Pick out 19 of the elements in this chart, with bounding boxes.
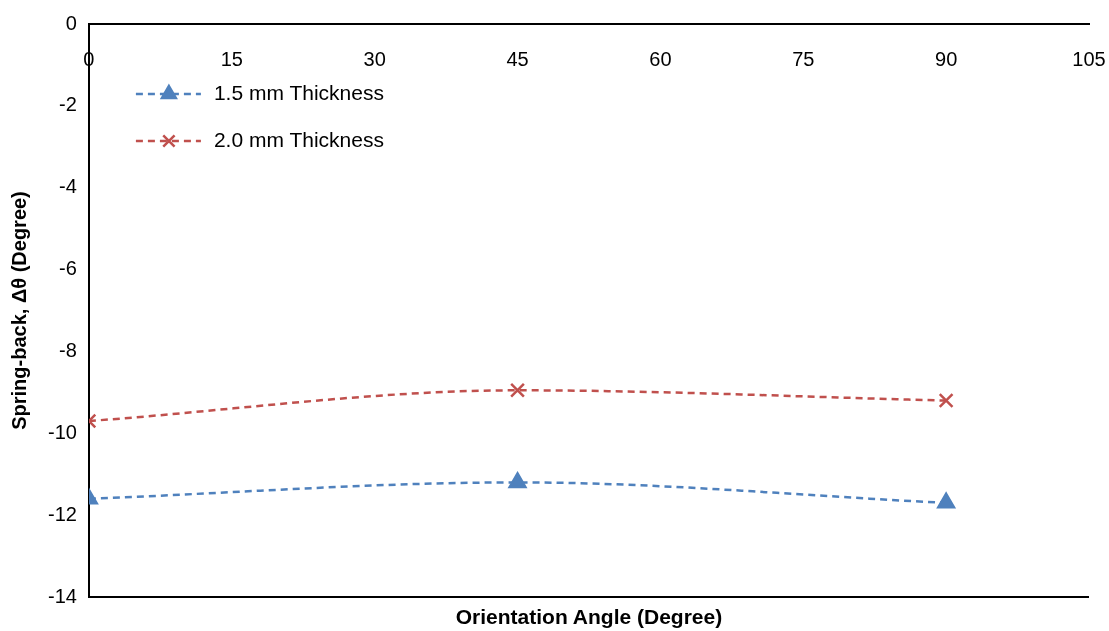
y-tick-label: -14 <box>48 584 77 607</box>
y-tick-label: -10 <box>48 420 77 443</box>
legend-label: 1.5 mm Thickness <box>213 80 384 104</box>
y-axis-title: Spring-back, Δθ (Degree) <box>7 191 30 430</box>
x-tick-label: 15 <box>220 47 243 70</box>
legend-label: 2.0 mm Thickness <box>213 127 384 151</box>
y-tick-label: 0 <box>65 11 77 34</box>
x-tick-label: 60 <box>649 47 672 70</box>
y-tick-label: -12 <box>48 502 77 525</box>
x-axis-title: Orientation Angle (Degree) <box>455 605 723 629</box>
x-tick-label: 105 <box>1072 47 1106 70</box>
y-tick-label: -2 <box>59 93 77 116</box>
y-tick-label: -6 <box>59 257 77 280</box>
y-tick-label: -4 <box>59 175 77 198</box>
y-tick-label: -8 <box>59 338 77 361</box>
x-tick-label: 45 <box>506 47 529 70</box>
x-tick-label: 30 <box>363 47 386 70</box>
x-tick-label: 90 <box>935 47 958 70</box>
x-tick-label: 75 <box>792 47 815 70</box>
